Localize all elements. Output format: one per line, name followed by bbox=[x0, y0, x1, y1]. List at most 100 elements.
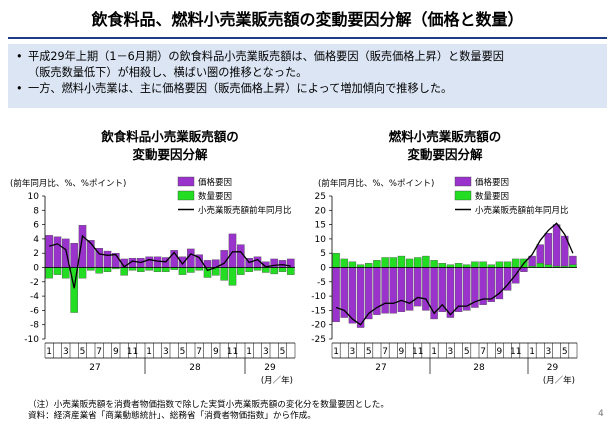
x-tick-label: 3 bbox=[263, 347, 269, 357]
quantity-factor-bar bbox=[237, 267, 245, 275]
x-year-label: 28 bbox=[189, 363, 201, 373]
quantity-factor-bar bbox=[438, 263, 446, 268]
quantity-factor-bar bbox=[430, 260, 438, 268]
price-factor-bar bbox=[463, 267, 471, 311]
price-factor-bar bbox=[552, 224, 561, 268]
quantity-factor-bar bbox=[187, 267, 195, 273]
quantity-factor-bar bbox=[381, 257, 389, 268]
price-factor-bar bbox=[414, 267, 422, 307]
legend-quantity-swatch bbox=[454, 190, 472, 201]
bullet-1: • bbox=[16, 50, 23, 63]
page-title: 飲食料品、燃料小売業販売額の変動要因分解（価格と数量） bbox=[91, 10, 524, 29]
right-chart-title-line1: 燃料小売業販売額の bbox=[388, 129, 502, 144]
y-tick-label: 25 bbox=[315, 192, 326, 202]
price-factor-bar bbox=[381, 267, 389, 314]
quantity-factor-bar bbox=[373, 260, 381, 268]
quantity-factor-bar bbox=[422, 255, 430, 268]
legend-price-swatch bbox=[177, 176, 195, 187]
quantity-factor-bar bbox=[495, 261, 504, 268]
yoy-sales-line bbox=[49, 234, 291, 289]
x-tick-label: 5 bbox=[562, 347, 568, 357]
quantity-factor-bar bbox=[463, 264, 471, 268]
quantity-factor-bar bbox=[479, 261, 487, 268]
price-factor-bar bbox=[278, 260, 287, 268]
quantity-factor-bar bbox=[62, 267, 70, 279]
price-factor-bar bbox=[520, 267, 528, 272]
x-tick-label: 7 bbox=[196, 347, 202, 357]
x-unit-label: (月／年) bbox=[261, 375, 293, 386]
quantity-factor-bar bbox=[405, 258, 414, 268]
legend-line-label: 小売業販売額前年同月比 bbox=[475, 205, 569, 216]
legend-quantity-label: 数量要因 bbox=[475, 191, 509, 202]
price-factor-bar bbox=[446, 267, 455, 318]
y-tick-label: 0 bbox=[33, 264, 39, 274]
x-tick-label: 7 bbox=[480, 347, 486, 357]
y-tick-label: 15 bbox=[315, 221, 326, 231]
y-tick-label: -6 bbox=[30, 306, 39, 316]
quantity-factor-bar bbox=[270, 267, 278, 275]
y-tick-label: 8 bbox=[33, 206, 39, 216]
footnote-line-1: （注）小売業販売額を消費者物価指数で除した実質小売業販売額の変化分を数量要因とし… bbox=[28, 400, 389, 410]
price-factor-bar bbox=[145, 256, 153, 268]
quantity-factor-bar bbox=[195, 267, 203, 271]
x-tick-label: 3 bbox=[63, 347, 69, 357]
y-tick-label: 10 bbox=[315, 235, 327, 245]
quantity-factor-bar bbox=[278, 267, 287, 272]
x-tick-label: 11 bbox=[227, 347, 238, 357]
quantity-factor-bar bbox=[162, 267, 170, 272]
x-tick-label: 7 bbox=[96, 347, 102, 357]
quantity-factor-bar bbox=[128, 267, 137, 271]
x-tick-label: 1 bbox=[431, 347, 437, 357]
price-factor-bar bbox=[332, 267, 340, 323]
quantity-factor-bar bbox=[78, 267, 87, 279]
quantity-factor-bar bbox=[414, 257, 422, 268]
y-tick-label: -4 bbox=[30, 292, 39, 302]
quantity-factor-bar bbox=[95, 267, 103, 274]
quantity-factor-bar bbox=[446, 264, 455, 268]
quantity-factor-bar bbox=[356, 264, 365, 268]
quantity-factor-bar bbox=[253, 267, 262, 271]
y-tick-label: 0 bbox=[320, 264, 326, 274]
y-tick-label: -15 bbox=[311, 306, 326, 316]
legend-line-label: 小売業販売額前年同月比 bbox=[198, 205, 292, 216]
x-tick-label: 5 bbox=[180, 347, 186, 357]
y-tick-label: 20 bbox=[315, 206, 327, 216]
right-chart-title-line2: 変動要因分解 bbox=[407, 147, 483, 162]
page-number: 4 bbox=[598, 409, 604, 419]
price-factor-bar bbox=[187, 248, 195, 268]
y-tick-label: -10 bbox=[311, 292, 326, 302]
x-tick-label: 11 bbox=[127, 347, 138, 357]
x-tick-label: 9 bbox=[399, 347, 405, 357]
quantity-factor-bar bbox=[220, 267, 228, 281]
price-factor-bar bbox=[389, 267, 397, 314]
right-chart-title: 燃料小売業販売額の 変動要因分解 bbox=[320, 128, 570, 164]
price-factor-bar bbox=[45, 235, 53, 268]
price-factor-bar bbox=[178, 256, 187, 268]
quantity-factor-bar bbox=[103, 267, 112, 272]
quantity-factor-bar bbox=[178, 267, 187, 275]
left-chart-title-line1: 飲食料品小売業販売額の bbox=[101, 129, 239, 144]
quantity-factor-bar bbox=[397, 255, 406, 268]
x-year-label: 28 bbox=[473, 363, 485, 373]
y-tick-label: 2 bbox=[33, 249, 39, 259]
price-factor-bar bbox=[70, 243, 78, 268]
quantity-factor-bar bbox=[137, 267, 145, 272]
summary-box: • 平成29年上期（1－6月期）の飲食料品小売業販売額は、価格要因（販売価格上昇）… bbox=[8, 44, 607, 108]
bullet-2: • bbox=[16, 82, 23, 95]
price-factor-bar bbox=[53, 236, 62, 268]
x-tick-label: 3 bbox=[448, 347, 454, 357]
x-tick-label: 9 bbox=[113, 347, 119, 357]
quantity-factor-bar bbox=[454, 263, 463, 268]
legend-price-label: 価格要因 bbox=[475, 177, 509, 188]
y-tick-label: -8 bbox=[30, 321, 39, 331]
x-tick-label: 11 bbox=[412, 347, 423, 357]
quantity-factor-bar bbox=[365, 263, 373, 268]
x-year-label: 27 bbox=[375, 363, 386, 373]
y-tick-label: 10 bbox=[28, 192, 40, 202]
yoy-sales-line bbox=[335, 222, 574, 326]
quantity-factor-bar bbox=[389, 257, 397, 268]
quantity-factor-bar bbox=[487, 264, 495, 268]
summary-line-1a: 平成29年上期（1－6月期）の飲食料品小売業販売額は、価格要因（販売価格上昇）と… bbox=[28, 50, 504, 63]
price-factor-bar bbox=[103, 250, 112, 268]
